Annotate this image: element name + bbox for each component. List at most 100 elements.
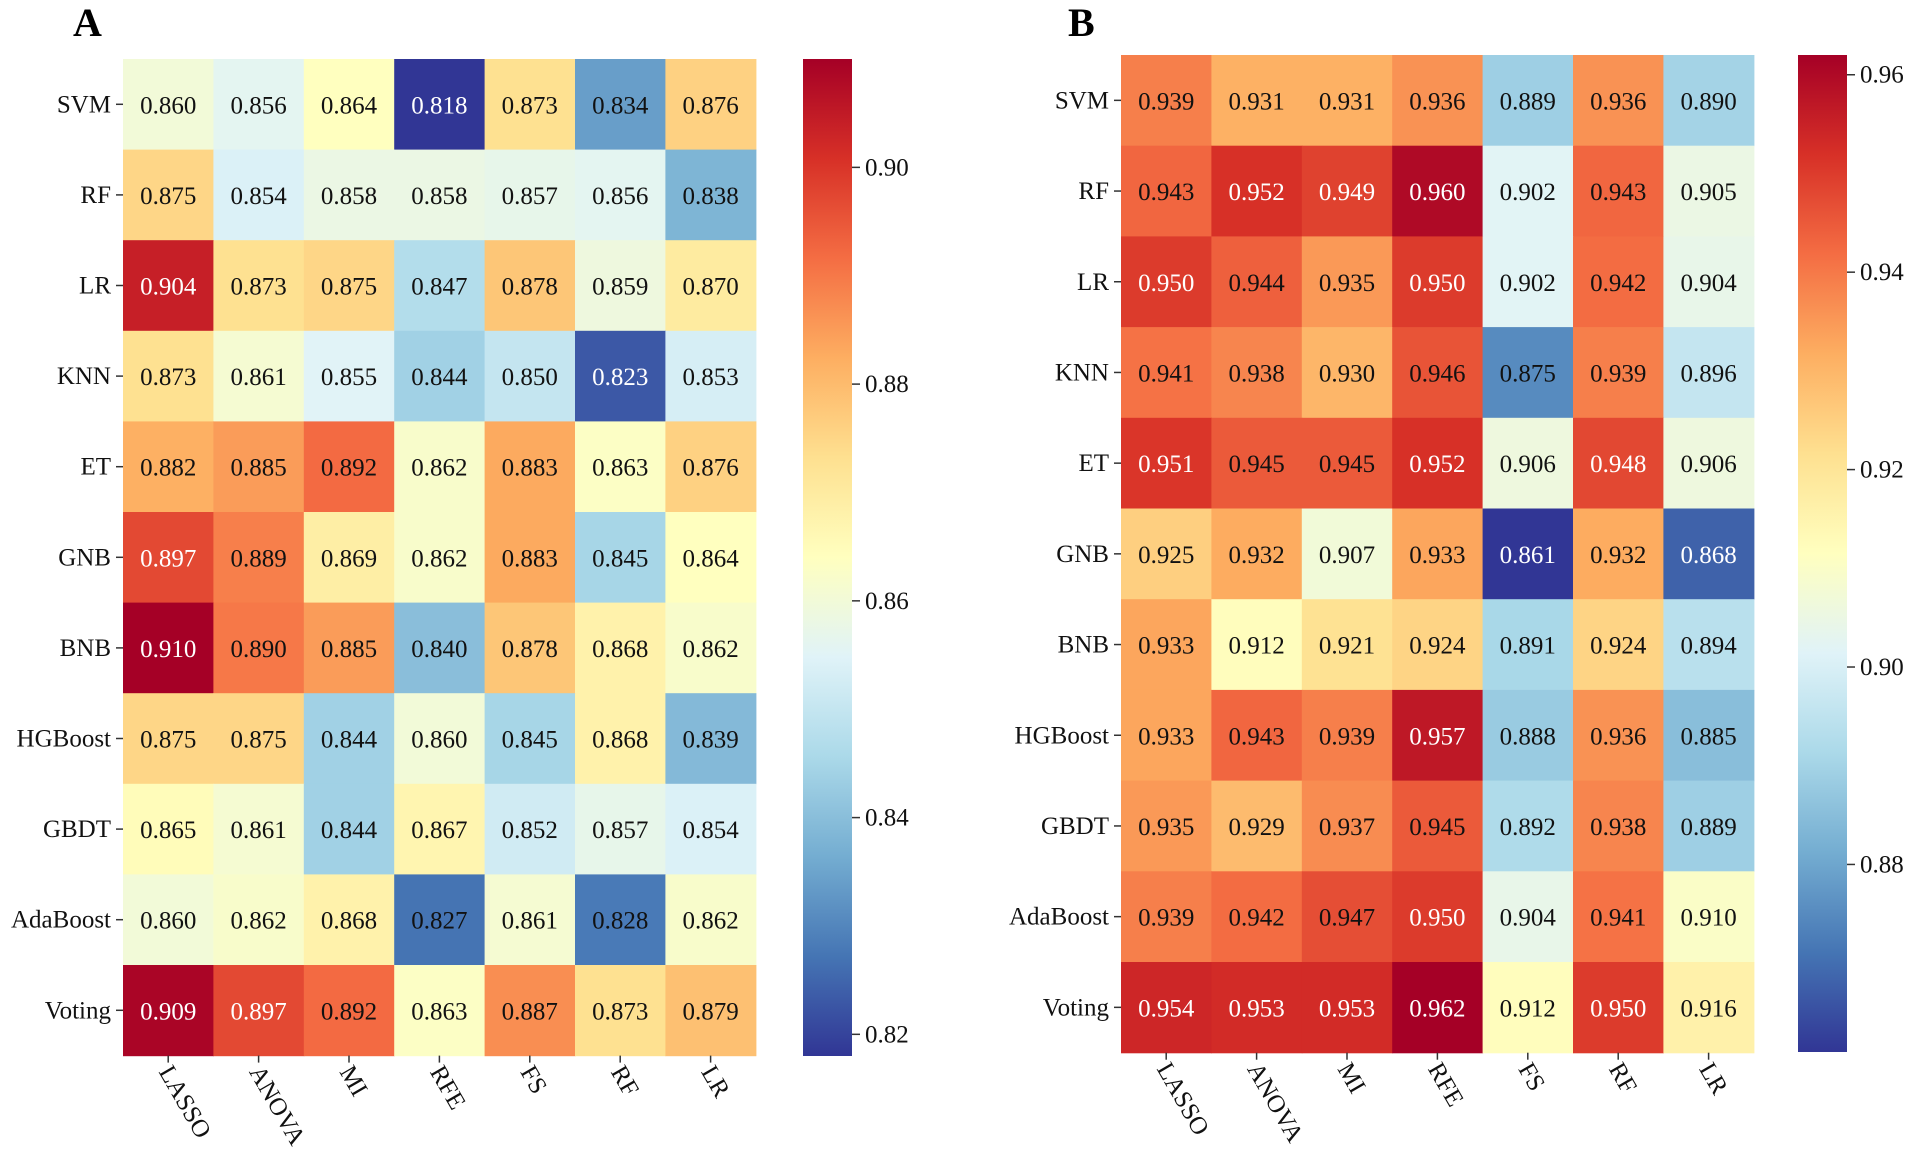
heatmap-cell bbox=[484, 512, 576, 604]
heatmap-cell bbox=[1482, 962, 1574, 1054]
cell-value-label: 0.936 bbox=[1590, 88, 1646, 115]
cell-value-label: 0.885 bbox=[321, 636, 377, 663]
row-tick-label: HGBoost bbox=[1015, 722, 1110, 749]
column-tick-label: RFE bbox=[424, 1061, 470, 1114]
cell-value-label: 0.925 bbox=[1138, 542, 1194, 569]
cell-value-label: 0.921 bbox=[1319, 633, 1375, 660]
cell-value-label: 0.936 bbox=[1409, 88, 1465, 115]
cell-value-label: 0.860 bbox=[411, 727, 467, 754]
row-tick-label: SVM bbox=[1055, 87, 1109, 114]
cell-value-label: 0.906 bbox=[1500, 451, 1556, 478]
heatmap-cell bbox=[1211, 599, 1303, 691]
colorbar-tick-label: 0.86 bbox=[865, 588, 909, 615]
heatmap-cell bbox=[1211, 236, 1303, 328]
cell-value-label: 0.907 bbox=[1319, 542, 1375, 569]
cell-value-label: 0.834 bbox=[592, 92, 649, 119]
heatmap-cell bbox=[665, 783, 757, 875]
heatmap-cell bbox=[123, 330, 214, 422]
cell-value-label: 0.892 bbox=[1500, 814, 1556, 841]
cell-value-label: 0.905 bbox=[1680, 179, 1736, 206]
row-tick-label: GNB bbox=[58, 544, 111, 571]
heatmap-cell bbox=[394, 59, 486, 151]
row-tick-label: SVM bbox=[57, 91, 111, 118]
row-tick-label: RF bbox=[1078, 178, 1109, 205]
cell-value-label: 0.861 bbox=[1500, 542, 1556, 569]
heatmap-cell bbox=[665, 693, 757, 785]
cell-value-label: 0.876 bbox=[682, 455, 738, 482]
cell-value-label: 0.896 bbox=[1680, 360, 1736, 387]
column-tick-label: ANOVA bbox=[243, 1061, 310, 1150]
heatmap-cell bbox=[665, 149, 757, 241]
cell-value-label: 0.933 bbox=[1409, 542, 1465, 569]
heatmap-cell bbox=[1573, 962, 1664, 1054]
row-tick-label: GBDT bbox=[1041, 813, 1109, 840]
heatmap-cell bbox=[1482, 508, 1574, 600]
cell-value-label: 0.904 bbox=[1500, 905, 1557, 932]
heatmap-cell bbox=[1663, 145, 1755, 237]
cell-value-label: 0.941 bbox=[1138, 360, 1194, 387]
cell-value-label: 0.939 bbox=[1138, 905, 1194, 932]
cell-value-label: 0.891 bbox=[1500, 633, 1556, 660]
cell-value-label: 0.931 bbox=[1319, 88, 1375, 115]
heatmap-cell bbox=[575, 783, 666, 875]
heatmap-cell bbox=[1211, 327, 1303, 419]
cell-value-label: 0.879 bbox=[682, 998, 738, 1025]
heatmap-cell bbox=[123, 693, 214, 785]
panel-b: B 0.939 0.931 0.931 0.936 0.889 0.936 0.890 0.94… bbox=[1009, 0, 1904, 1147]
cell-value-label: 0.875 bbox=[321, 274, 377, 301]
heatmap-cell bbox=[484, 59, 576, 151]
heatmap-cell bbox=[1573, 145, 1664, 237]
heatmap-cell bbox=[123, 965, 214, 1057]
colorbar-tick-label: 0.84 bbox=[865, 805, 909, 832]
cell-value-label: 0.932 bbox=[1228, 542, 1284, 569]
cell-value-label: 0.859 bbox=[592, 274, 648, 301]
colorbar-tick-label: 0.92 bbox=[1860, 457, 1904, 484]
cell-value-label: 0.939 bbox=[1590, 360, 1646, 387]
heatmap-cell bbox=[123, 240, 214, 332]
cell-value-label: 0.861 bbox=[230, 817, 286, 844]
heatmap-cell bbox=[1121, 417, 1212, 510]
heatmap-cell bbox=[1301, 599, 1393, 691]
cell-value-label: 0.938 bbox=[1228, 360, 1284, 387]
cell-value-label: 0.942 bbox=[1228, 905, 1284, 932]
row-tick-label: Voting bbox=[1043, 994, 1110, 1021]
cell-value-label: 0.854 bbox=[230, 183, 287, 210]
heatmap-cell bbox=[1121, 689, 1212, 782]
cell-value-label: 0.862 bbox=[682, 908, 738, 935]
heatmap-cell bbox=[1301, 508, 1393, 600]
colorbar-tick-label: 0.82 bbox=[865, 1021, 909, 1048]
cell-value-label: 0.889 bbox=[1500, 88, 1556, 115]
row-tick-label: BNB bbox=[60, 635, 111, 662]
heatmap-cell bbox=[575, 693, 666, 785]
colorbar-tick-label: 0.88 bbox=[1860, 851, 1904, 878]
heatmap-cell bbox=[1482, 689, 1574, 782]
row-tick-label: LR bbox=[79, 273, 111, 300]
panel-label: B bbox=[1068, 0, 1095, 45]
heatmap-cell bbox=[1392, 780, 1484, 872]
heatmap-cell bbox=[1392, 508, 1484, 600]
cell-value-label: 0.933 bbox=[1138, 723, 1194, 750]
row-tick-label: Voting bbox=[45, 997, 112, 1024]
cell-value-label: 0.910 bbox=[1680, 905, 1736, 932]
heatmap-cell bbox=[1573, 327, 1664, 419]
cell-value-label: 0.864 bbox=[321, 92, 378, 119]
heatmap-cell bbox=[1121, 145, 1212, 237]
cell-value-label: 0.933 bbox=[1138, 633, 1194, 660]
cell-value-label: 0.937 bbox=[1319, 814, 1375, 841]
cell-value-label: 0.952 bbox=[1409, 451, 1465, 478]
heatmap-cell bbox=[394, 421, 486, 513]
cell-value-label: 0.935 bbox=[1319, 270, 1375, 297]
cell-value-label: 0.823 bbox=[592, 364, 648, 391]
cell-value-label: 0.902 bbox=[1500, 270, 1556, 297]
cell-value-label: 0.916 bbox=[1680, 995, 1736, 1022]
cell-value-label: 0.950 bbox=[1409, 905, 1465, 932]
colorbar-tick-label: 0.94 bbox=[1860, 259, 1904, 286]
heatmap-cell bbox=[123, 59, 214, 151]
row-tick-label: LR bbox=[1077, 269, 1109, 296]
heatmap-cell bbox=[303, 693, 395, 785]
heatmap-cell bbox=[1482, 327, 1574, 419]
row-tick-label: KNN bbox=[1055, 359, 1109, 386]
heatmap-cell bbox=[484, 149, 576, 241]
cell-value-label: 0.962 bbox=[1409, 995, 1465, 1022]
heatmap-cell bbox=[1663, 55, 1755, 147]
